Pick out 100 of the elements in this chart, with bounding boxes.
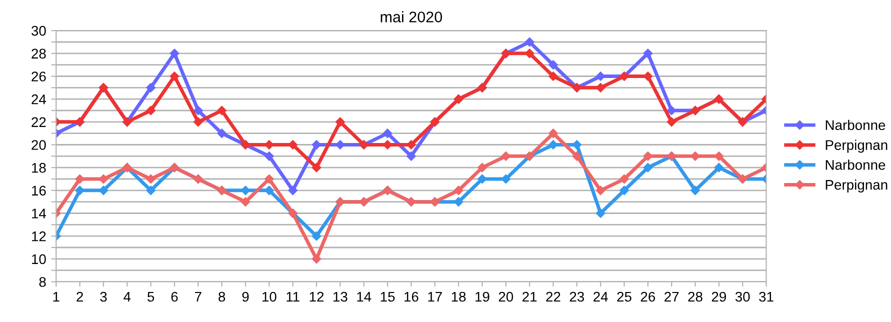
legend-label: Perpignan <box>826 180 888 192</box>
point <box>643 72 653 81</box>
point <box>264 174 274 184</box>
chart-title: mai 2020 <box>380 11 442 22</box>
point <box>454 186 464 196</box>
point <box>596 72 606 81</box>
point <box>194 117 203 127</box>
x-tick-label: 8 <box>218 292 226 302</box>
x-tick-label: 27 <box>664 292 679 302</box>
point <box>666 106 676 116</box>
x-tick-label: 22 <box>546 292 560 302</box>
y-tick-label: 8 <box>39 277 46 287</box>
y-tick-label: 28 <box>32 48 46 59</box>
point <box>620 174 629 184</box>
point <box>548 128 558 138</box>
point <box>312 254 322 264</box>
x-tick-label: 1 <box>53 292 60 302</box>
point <box>312 162 322 172</box>
point <box>501 174 511 184</box>
x-tick-label: 13 <box>334 292 348 302</box>
point <box>454 197 464 206</box>
x-tick-label: 17 <box>428 292 442 302</box>
x-tick-label: 11 <box>286 292 300 302</box>
point <box>572 140 582 150</box>
point <box>501 152 511 161</box>
y-tick-label: 18 <box>32 162 46 173</box>
point <box>336 117 345 127</box>
point <box>240 186 250 196</box>
x-tick-label: 24 <box>594 292 608 302</box>
x-tick-label: 15 <box>380 292 395 302</box>
point <box>524 37 534 47</box>
point <box>75 186 84 196</box>
point <box>666 117 676 127</box>
y-tick-label: 30 <box>31 26 46 36</box>
point <box>170 72 180 81</box>
x-tick-label: 9 <box>242 292 249 302</box>
point <box>312 231 322 241</box>
point <box>98 186 108 196</box>
point <box>170 48 180 58</box>
y-tick-label: 14 <box>32 208 46 218</box>
x-tick-label: 29 <box>712 292 726 302</box>
point <box>98 174 108 184</box>
x-tick-label: 26 <box>640 292 656 302</box>
x-tick-label: 4 <box>124 292 131 302</box>
x-tick-label: 20 <box>498 292 514 302</box>
y-tick-label: 10 <box>32 254 46 264</box>
point <box>194 106 203 116</box>
point <box>146 174 156 184</box>
x-tick-label: 12 <box>310 292 324 302</box>
point <box>524 48 534 58</box>
point <box>478 174 487 184</box>
x-tick-label: 3 <box>100 292 107 302</box>
point <box>75 174 84 184</box>
point <box>572 152 582 161</box>
y-tick-label: 12 <box>32 231 46 242</box>
point <box>596 208 606 218</box>
legend-label: Narbonne <box>826 160 886 170</box>
point <box>146 83 156 92</box>
x-tick-label: 21 <box>522 292 537 302</box>
x-tick-label: 7 <box>195 292 202 302</box>
x-tick-label: 18 <box>452 292 466 302</box>
point <box>548 72 558 81</box>
point <box>382 140 392 150</box>
x-tick-label: 30 <box>735 292 750 302</box>
y-tick-label: 20 <box>32 140 46 150</box>
point <box>240 197 250 206</box>
point <box>217 128 226 138</box>
point <box>478 162 487 172</box>
point <box>643 162 653 172</box>
point <box>382 128 392 138</box>
point <box>714 162 724 172</box>
x-tick-label: 25 <box>617 292 632 302</box>
point <box>264 186 274 196</box>
point <box>264 152 274 161</box>
point <box>596 186 606 196</box>
point <box>620 186 629 196</box>
y-tick-label: 24 <box>32 94 46 104</box>
x-tick-label: 28 <box>688 292 702 302</box>
legend-label: Perpignan <box>826 140 888 153</box>
point <box>288 186 298 196</box>
x-tick-label: 6 <box>171 292 178 302</box>
x-tick-label: 16 <box>404 292 418 302</box>
point <box>643 48 653 58</box>
point <box>690 152 700 161</box>
x-tick-label: 2 <box>76 292 83 302</box>
y-tick-label: 26 <box>32 72 46 82</box>
x-tick-label: 23 <box>570 292 584 302</box>
x-tick-label: 10 <box>262 292 276 302</box>
x-tick-label: 5 <box>148 292 154 302</box>
point <box>146 186 156 196</box>
x-tick-label: 19 <box>476 292 490 302</box>
point <box>548 60 558 70</box>
point <box>406 152 416 161</box>
x-tick-label: 14 <box>357 292 372 302</box>
y-tick-label: 16 <box>32 186 46 196</box>
legend-label: Narbonne <box>826 120 886 130</box>
y-tick-label: 22 <box>32 117 46 127</box>
point <box>643 152 653 161</box>
point <box>596 83 606 92</box>
point <box>146 106 156 116</box>
